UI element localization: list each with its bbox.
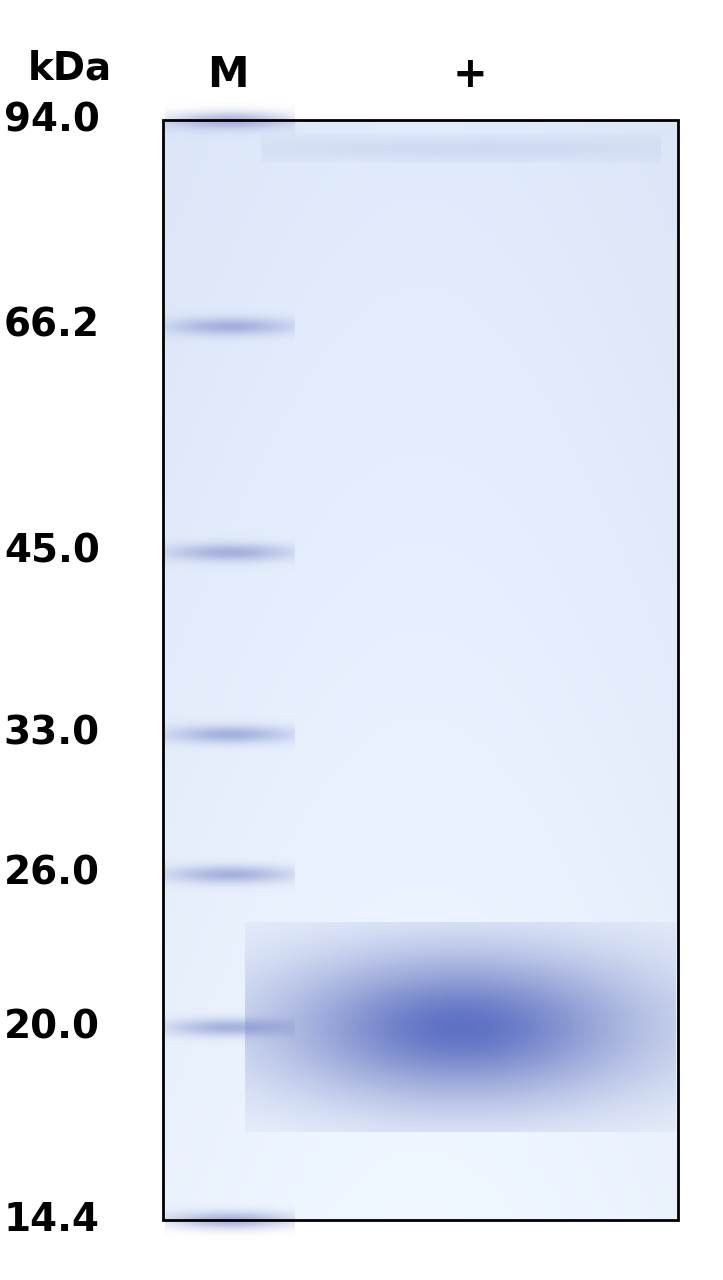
Text: M: M [208,54,249,96]
Text: 14.4: 14.4 [4,1201,100,1239]
Text: 20.0: 20.0 [4,1009,100,1046]
Text: 94.0: 94.0 [4,101,100,140]
Text: 66.2: 66.2 [4,307,100,344]
Text: +: + [453,54,487,96]
Text: 33.0: 33.0 [4,714,100,753]
Bar [163,120,678,1220]
Text: 45.0: 45.0 [4,532,100,571]
Text: kDa: kDa [28,49,112,87]
Text: 26.0: 26.0 [4,855,100,892]
